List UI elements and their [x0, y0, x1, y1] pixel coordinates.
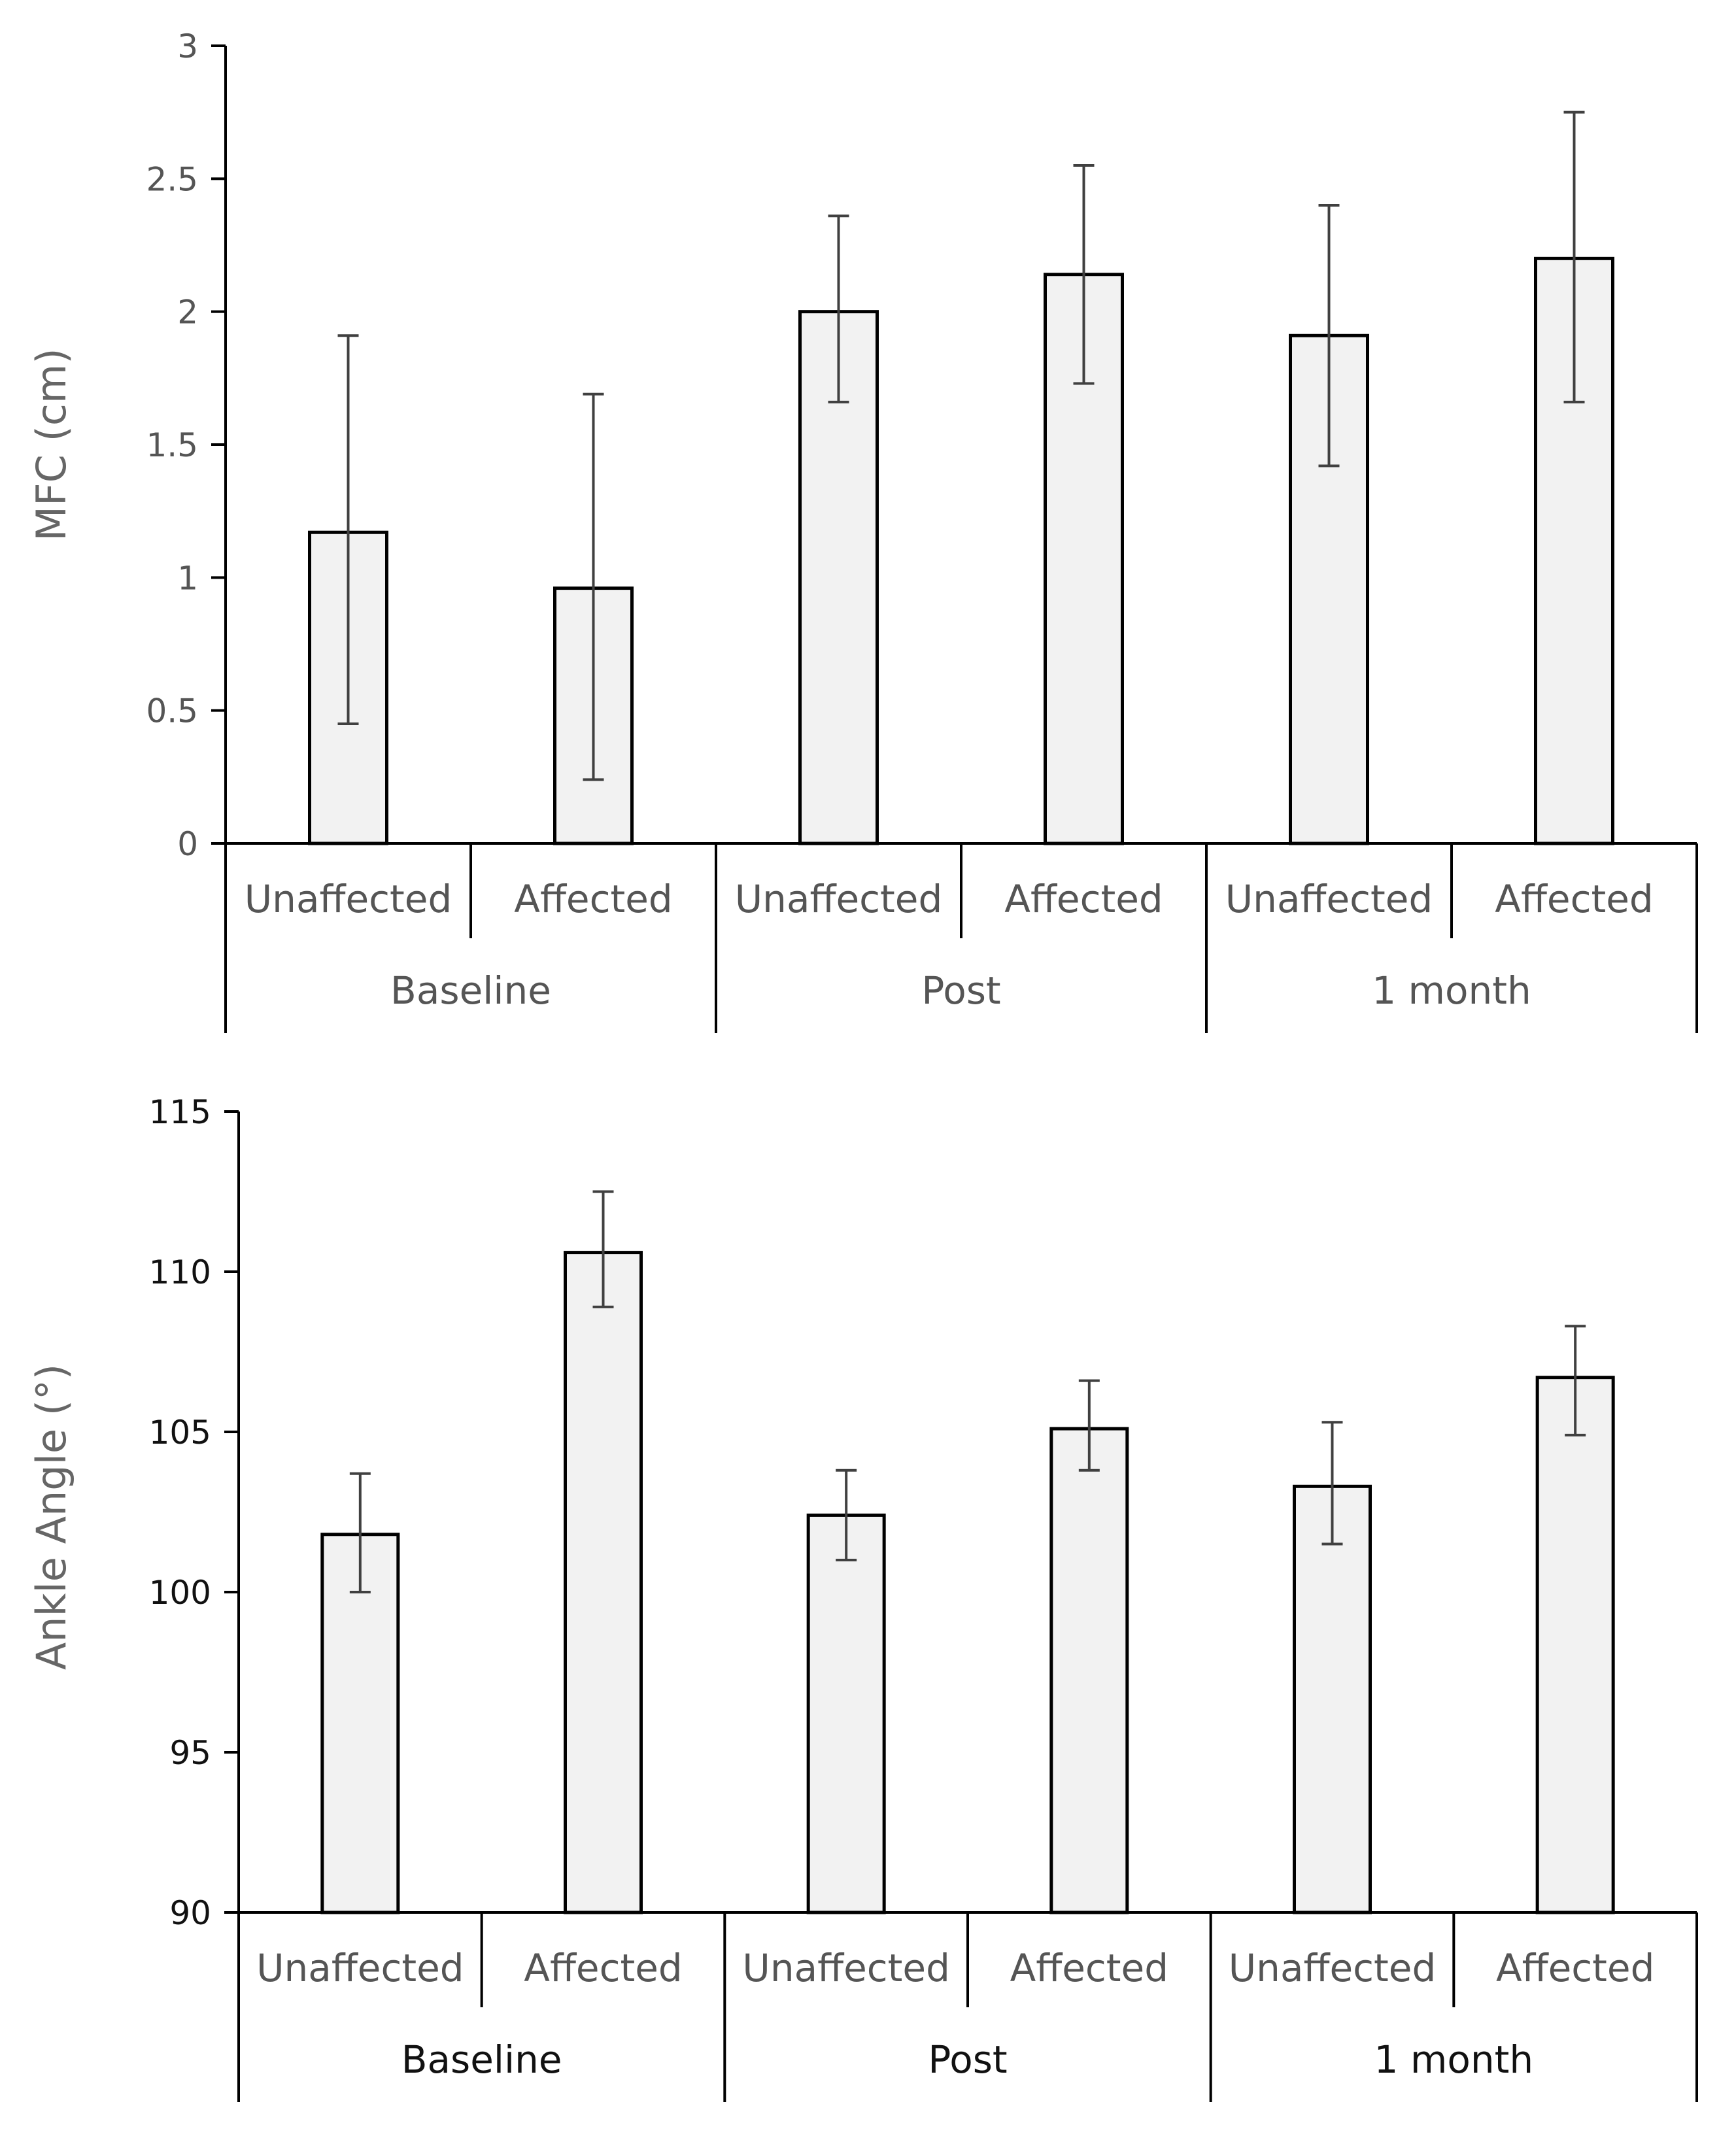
error-bar: [828, 214, 849, 403]
x-group-label: Post: [928, 2037, 1007, 2082]
y-tick-label: 2.5: [146, 160, 198, 198]
y-tick-label: 95: [169, 1734, 211, 1772]
x-category-label: Unaffected: [1225, 877, 1433, 921]
bar: [798, 310, 879, 845]
error-bar: [1563, 110, 1585, 403]
y-tick-label: 90: [169, 1894, 211, 1932]
x-group-label: 1 month: [1374, 2037, 1534, 2082]
x-category-label: Unaffected: [256, 1946, 464, 1990]
error-bar: [349, 1472, 371, 1593]
x-category-label: Unaffected: [735, 877, 943, 921]
x-category-label: Affected: [524, 1946, 682, 1990]
x-category-label: Unaffected: [1229, 1946, 1437, 1990]
x-category-label: Unaffected: [245, 877, 452, 921]
x-category-label: Affected: [1495, 877, 1653, 921]
error-bar: [1321, 1421, 1343, 1546]
error-bar: [836, 1469, 857, 1561]
error-bar: [337, 334, 359, 725]
bar: [1535, 1376, 1615, 1914]
y-axis-title: Ankle Angle (°): [27, 1364, 75, 1670]
bar: [1049, 1427, 1129, 1914]
bar: [1293, 1484, 1372, 1914]
x-group-label: Baseline: [401, 2037, 562, 2082]
x-group-label: Baseline: [390, 968, 551, 1013]
x-group-label: Post: [921, 968, 1000, 1013]
y-tick-label: 110: [149, 1253, 211, 1291]
x-category-label: Affected: [1004, 877, 1163, 921]
error-bar: [1565, 1325, 1586, 1436]
x-category-label: Unaffected: [742, 1946, 950, 1990]
y-tick-label: 0.5: [146, 692, 198, 730]
chart-1: 0 0.5 1 1.5 2 2.5 3 MFC (cm) Unaffected Affected U…: [27, 27, 1698, 1033]
bar: [320, 1533, 400, 1914]
y-tick-label: 2: [177, 294, 198, 331]
x-category-label: Affected: [1010, 1946, 1168, 1990]
y-tick-label: 1.5: [146, 426, 198, 464]
error-bar: [592, 1190, 614, 1308]
y-tick-label: 100: [149, 1574, 211, 1612]
bar: [806, 1513, 886, 1914]
y-tick-label: 115: [149, 1093, 211, 1131]
y-axis-title: MFC (cm): [27, 348, 75, 541]
y-tick-label: 0: [177, 825, 198, 863]
error-bar: [1318, 204, 1340, 467]
x-group-label: 1 month: [1372, 968, 1531, 1013]
error-bar: [1073, 164, 1095, 385]
y-tick-label: 1: [177, 559, 198, 597]
x-category-label: Affected: [514, 877, 672, 921]
error-bar: [583, 392, 604, 781]
y-tick-label: 3: [177, 27, 198, 65]
x-category-label: Affected: [1496, 1946, 1654, 1990]
error-bar: [1078, 1379, 1100, 1472]
bar: [564, 1251, 643, 1914]
chart-2: 90 95 100 105 110 115 Ankle Angle (°) Unaffecte…: [27, 1093, 1698, 2102]
y-tick-label: 105: [149, 1414, 211, 1452]
